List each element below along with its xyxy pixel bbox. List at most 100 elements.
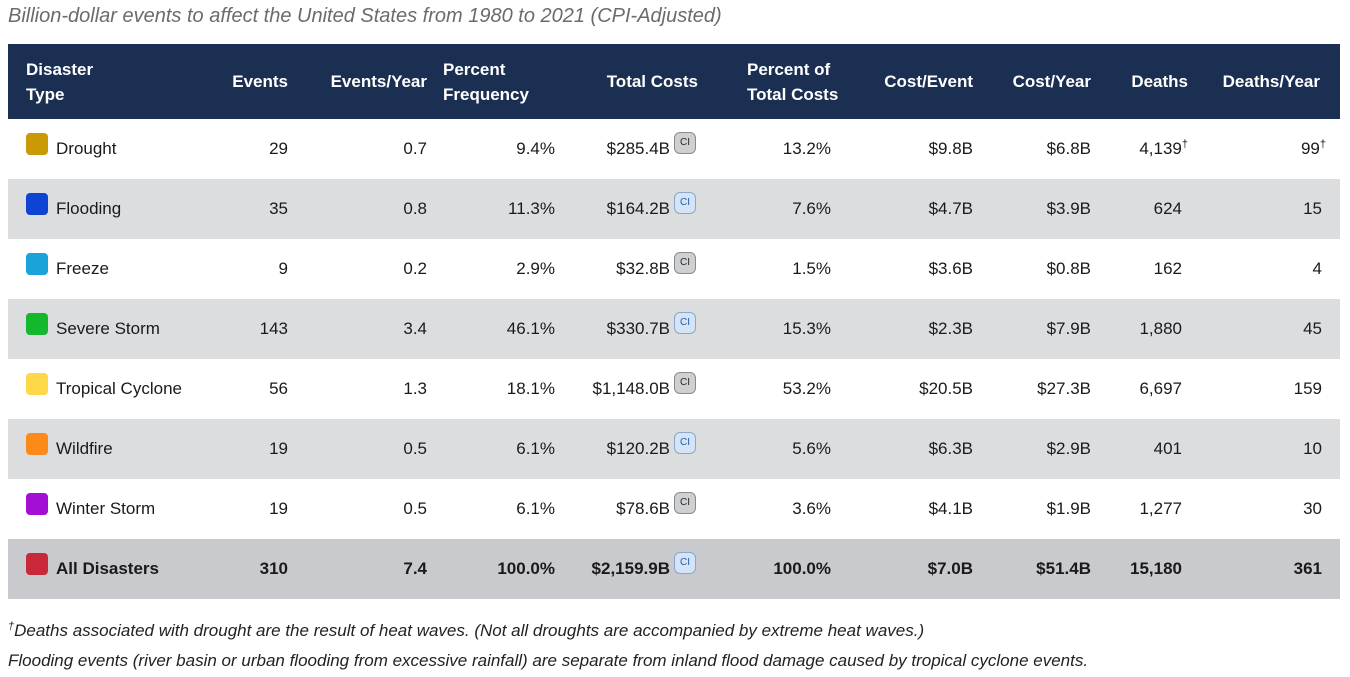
disaster-type-label: Freeze: [56, 259, 109, 278]
confidence-interval-button[interactable]: CI: [674, 192, 696, 214]
cost-year-cell: $0.8B: [973, 239, 1091, 299]
events-cell: 9: [194, 239, 288, 299]
disaster-type-label: Wildfire: [56, 439, 113, 458]
confidence-interval-button[interactable]: CI: [674, 132, 696, 154]
events-cell: 19: [194, 479, 288, 539]
percent-total-costs-cell-value: 15.3%: [782, 319, 831, 338]
cost-event-cell: $6.3B: [841, 419, 973, 479]
table-caption: Billion-dollar events to affect the Unit…: [8, 5, 722, 27]
total-row: All Disasters 310 7.4 100.0% $2,159.9B CI 100.…: [8, 539, 1340, 599]
color-swatch-icon: [26, 493, 48, 515]
percent-frequency-cell: 2.9%: [427, 239, 555, 299]
confidence-interval-button[interactable]: CI: [674, 552, 696, 574]
cost-year-cell-value: $1.9B: [1046, 499, 1091, 518]
percent-frequency-cell-value: 6.1%: [516, 439, 555, 458]
deaths-cell: 624: [1091, 179, 1188, 239]
events-year-cell: 0.2: [288, 239, 427, 299]
percent-frequency-cell-value: 46.1%: [506, 319, 555, 338]
deaths-cell: 1,277: [1091, 479, 1188, 539]
total-costs-cell-value: $32.8B: [616, 259, 670, 278]
col-header-deaths-year[interactable]: Deaths/Year: [1222, 72, 1320, 91]
percent-total-costs-cell-value: 100.0%: [773, 559, 831, 578]
deaths-cell: 15,180: [1091, 539, 1188, 599]
confidence-interval-button[interactable]: CI: [674, 372, 696, 394]
deaths-year-cell: 99†: [1188, 119, 1340, 179]
disaster-type-cell: Winter Storm: [8, 479, 194, 539]
total-costs-cell: $285.4B CI: [555, 119, 702, 179]
percent-total-costs-cell-value: 13.2%: [782, 139, 831, 158]
events-cell: 143: [194, 299, 288, 359]
percent-total-costs-cell: 53.2%: [702, 359, 841, 419]
events-year-cell: 0.7: [288, 119, 427, 179]
deaths-cell-value: 4,139: [1139, 139, 1182, 158]
col-header-total-costs[interactable]: Total Costs: [606, 72, 698, 91]
events-year-cell-value: 7.4: [403, 559, 427, 578]
deaths-cell-value: 1,880: [1139, 319, 1182, 338]
events-cell-value: 143: [259, 319, 288, 338]
col-header-events[interactable]: Events: [232, 72, 288, 91]
table-row: Freeze 9 0.2 2.9% $32.8B CI 1.5% $3.6B $0.8B 162 4: [8, 239, 1340, 299]
disaster-type-label: Severe Storm: [56, 319, 160, 338]
col-header-deaths[interactable]: Deaths: [1131, 72, 1188, 91]
total-costs-cell-value: $164.2B: [606, 199, 670, 218]
col-header-cost-event[interactable]: Cost/Event: [884, 72, 973, 91]
col-header-cost-year[interactable]: Cost/Year: [1012, 72, 1091, 91]
total-costs-cell: $330.7B CI: [555, 299, 702, 359]
footnote-dagger-marker: †: [1319, 138, 1326, 151]
percent-frequency-cell: 46.1%: [427, 299, 555, 359]
total-costs-cell-value: $78.6B: [616, 499, 670, 518]
cost-event-cell-value: $6.3B: [928, 439, 973, 458]
percent-frequency-cell: 11.3%: [427, 179, 555, 239]
percent-frequency-cell-value: 2.9%: [516, 259, 555, 278]
deaths-cell: 1,880: [1091, 299, 1188, 359]
cost-year-cell: $51.4B: [973, 539, 1091, 599]
col-header-disaster-type[interactable]: Disaster Type: [26, 59, 94, 104]
percent-total-costs-cell: 7.6%: [702, 179, 841, 239]
cost-event-cell: $20.5B: [841, 359, 973, 419]
deaths-cell-value: 624: [1153, 199, 1182, 218]
disaster-type-label: Winter Storm: [56, 499, 156, 518]
percent-total-costs-cell: 13.2%: [702, 119, 841, 179]
disaster-type-label: Drought: [56, 139, 117, 158]
deaths-year-cell: 15: [1188, 179, 1340, 239]
cost-event-cell: $7.0B: [841, 539, 973, 599]
deaths-year-cell-value: 4: [1312, 259, 1322, 278]
cost-year-cell-value: $27.3B: [1037, 379, 1091, 398]
col-header-events-year[interactable]: Events/Year: [330, 72, 427, 91]
confidence-interval-button[interactable]: CI: [674, 312, 696, 334]
deaths-year-cell: 361: [1188, 539, 1340, 599]
cost-event-cell: $4.7B: [841, 179, 973, 239]
cost-year-cell: $3.9B: [973, 179, 1091, 239]
total-costs-cell: $78.6B CI: [555, 479, 702, 539]
disaster-type-cell: Wildfire: [8, 419, 194, 479]
color-swatch-icon: [26, 433, 48, 455]
disaster-type-cell: All Disasters: [8, 539, 194, 599]
confidence-interval-button[interactable]: CI: [674, 492, 696, 514]
deaths-cell: 162: [1091, 239, 1188, 299]
percent-frequency-cell-value: 9.4%: [516, 139, 555, 158]
disaster-type-cell: Freeze: [8, 239, 194, 299]
col-header-percent-total-costs[interactable]: Percent of Total Costs: [747, 59, 839, 104]
cost-event-cell-value: $7.0B: [927, 559, 973, 578]
header-row: Disaster Type Events Events/Year Percent F…: [8, 44, 1340, 119]
deaths-cell: 6,697: [1091, 359, 1188, 419]
cost-event-cell-value: $20.5B: [919, 379, 973, 398]
deaths-cell-value: 162: [1153, 259, 1182, 278]
deaths-year-cell: 45: [1188, 299, 1340, 359]
deaths-year-cell: 159: [1188, 359, 1340, 419]
color-swatch-icon: [26, 553, 48, 575]
percent-total-costs-cell-value: 53.2%: [782, 379, 831, 398]
deaths-cell: 401: [1091, 419, 1188, 479]
percent-total-costs-cell-value: 5.6%: [792, 439, 831, 458]
table-row: Severe Storm 143 3.4 46.1% $330.7B CI 15.3% $2.…: [8, 299, 1340, 359]
deaths-year-cell-value: 99: [1300, 139, 1320, 158]
col-header-percent-frequency[interactable]: Percent Frequency: [443, 59, 529, 104]
confidence-interval-button[interactable]: CI: [674, 432, 696, 454]
cost-year-cell: $2.9B: [973, 419, 1091, 479]
disaster-type-label: All Disasters: [56, 559, 159, 578]
cost-event-cell-value: $3.6B: [928, 259, 973, 278]
confidence-interval-button[interactable]: CI: [674, 252, 696, 274]
cost-year-cell: $7.9B: [973, 299, 1091, 359]
deaths-cell-value: 1,277: [1139, 499, 1182, 518]
cost-year-cell-value: $3.9B: [1046, 199, 1091, 218]
